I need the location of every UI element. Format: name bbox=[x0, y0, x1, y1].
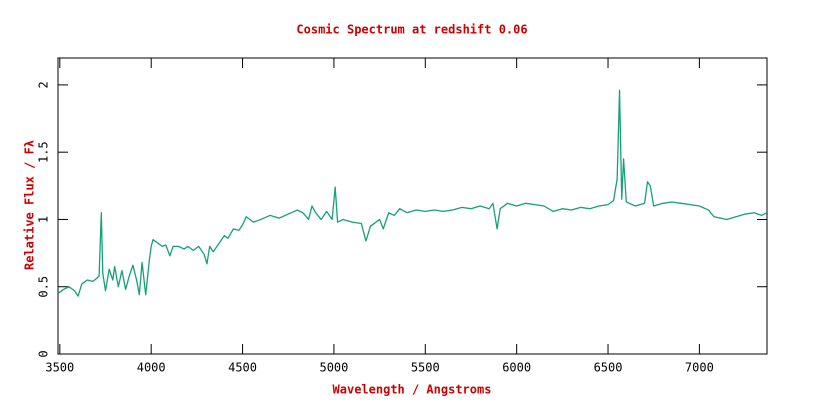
y-axis-label: Relative Flux / Fλ bbox=[23, 140, 37, 270]
y-tick-label: 1.5 bbox=[37, 141, 51, 163]
x-tick-label: 6000 bbox=[502, 361, 531, 375]
x-tick-label: 4000 bbox=[137, 361, 166, 375]
x-axis-label: Wavelength / Angstroms bbox=[333, 383, 492, 397]
spectrum-line bbox=[57, 89, 768, 297]
x-tick-label: 6500 bbox=[594, 361, 623, 375]
y-tick-label: 2 bbox=[37, 81, 51, 88]
x-tick-label: 3500 bbox=[45, 361, 74, 375]
x-tick-label: 7000 bbox=[685, 361, 714, 375]
y-tick-label: 0 bbox=[37, 350, 51, 357]
y-tick-label: 0.5 bbox=[37, 276, 51, 298]
x-tick-label: 5500 bbox=[411, 361, 440, 375]
chart-title: Cosmic Spectrum at redshift 0.06 bbox=[296, 23, 527, 37]
x-tick-label: 4500 bbox=[228, 361, 257, 375]
y-tick-label: 1 bbox=[37, 216, 51, 223]
x-tick-label: 5000 bbox=[319, 361, 348, 375]
plot-frame bbox=[57, 57, 768, 355]
